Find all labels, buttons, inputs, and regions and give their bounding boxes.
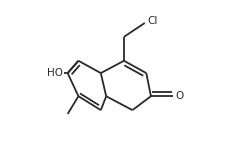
Text: HO: HO [47, 68, 63, 78]
Text: O: O [175, 91, 183, 101]
Text: Cl: Cl [148, 16, 158, 26]
